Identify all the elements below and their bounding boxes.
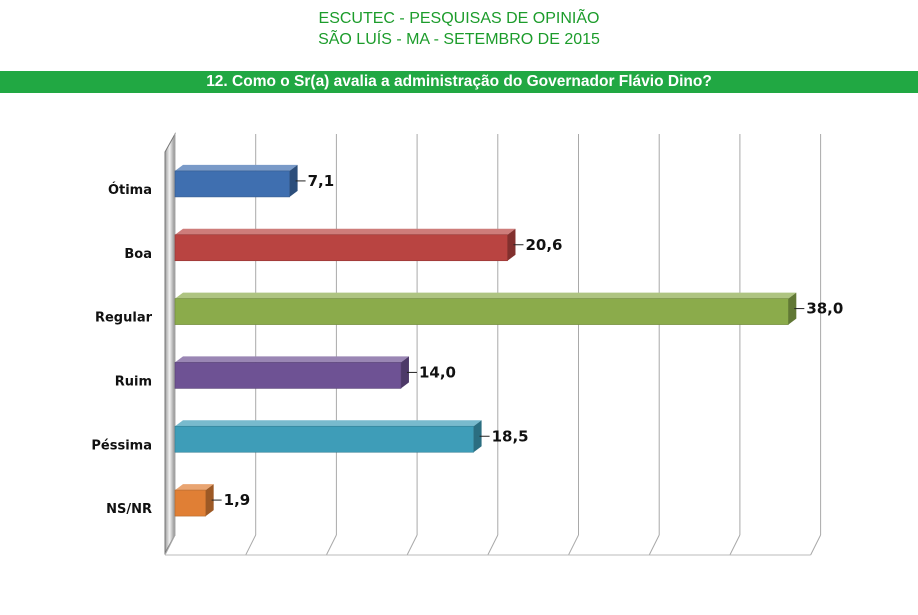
bar-side — [788, 292, 797, 325]
bar-front — [174, 170, 290, 198]
bar-front — [174, 298, 789, 325]
header-line-1: ESCUTEC - PESQUISAS DE OPINIÃO — [318, 10, 600, 27]
bar-6 — [174, 484, 214, 517]
value-label: 7,1 — [308, 172, 335, 190]
category-label: Ótima — [108, 182, 152, 198]
category-label: Ruim — [115, 374, 152, 389]
category-label: Péssima — [91, 438, 152, 453]
chart-gridlines — [164, 134, 822, 556]
bar-front — [174, 362, 402, 389]
bar-side — [289, 164, 298, 197]
bar-top — [175, 292, 797, 299]
gridline-floor — [568, 534, 579, 556]
bar-top — [175, 420, 482, 427]
bar-side — [400, 356, 409, 389]
gridline-floor — [245, 534, 257, 556]
bar-2 — [174, 228, 516, 262]
bar-top — [175, 228, 516, 235]
gridline-floor — [810, 534, 822, 556]
chart-back-wall — [164, 132, 176, 555]
bar-front — [174, 234, 508, 262]
category-label: NS/NR — [106, 502, 152, 517]
bar-top — [175, 484, 214, 491]
bar-5 — [174, 420, 482, 453]
bar-3 — [174, 292, 797, 325]
wall-panel — [164, 132, 176, 555]
chart-category-labels: Ótima Boa Regular Ruim Péssima NS/NR — [91, 182, 152, 517]
header-line-2: SÃO LUÍS - MA - SETEMBRO DE 2015 — [318, 31, 600, 48]
value-label: 18,5 — [492, 427, 529, 445]
question-banner: 12. Como o Sr(a) avalia a administração … — [0, 71, 918, 93]
gridline-floor — [164, 534, 176, 556]
value-label: 1,9 — [224, 491, 251, 509]
gridline-floor — [648, 534, 660, 556]
category-label: Regular — [95, 311, 153, 326]
value-label: 20,6 — [525, 236, 562, 254]
gridline-floor — [487, 534, 499, 556]
bar-front — [174, 489, 206, 517]
bar-1 — [174, 164, 298, 198]
chart-bars — [174, 164, 797, 517]
gridline-floor — [729, 534, 741, 556]
bar-top — [175, 164, 298, 171]
bar-front — [174, 425, 474, 453]
gridline-floor — [406, 534, 418, 556]
report-header: ESCUTEC - PESQUISAS DE OPINIÃO SÃO LUÍS … — [0, 8, 918, 50]
bar-4 — [174, 356, 409, 389]
category-label: Boa — [124, 247, 152, 262]
bar-side — [473, 420, 482, 453]
value-label: 38,0 — [806, 300, 843, 318]
bar-side — [205, 484, 214, 517]
value-label: 14,0 — [419, 363, 456, 381]
bar-top — [175, 356, 409, 363]
chart-value-labels: 7,1 20,6 38,0 14,0 18,5 1,9 — [211, 172, 843, 509]
bar-side — [507, 228, 516, 261]
gridline-floor — [325, 534, 337, 556]
